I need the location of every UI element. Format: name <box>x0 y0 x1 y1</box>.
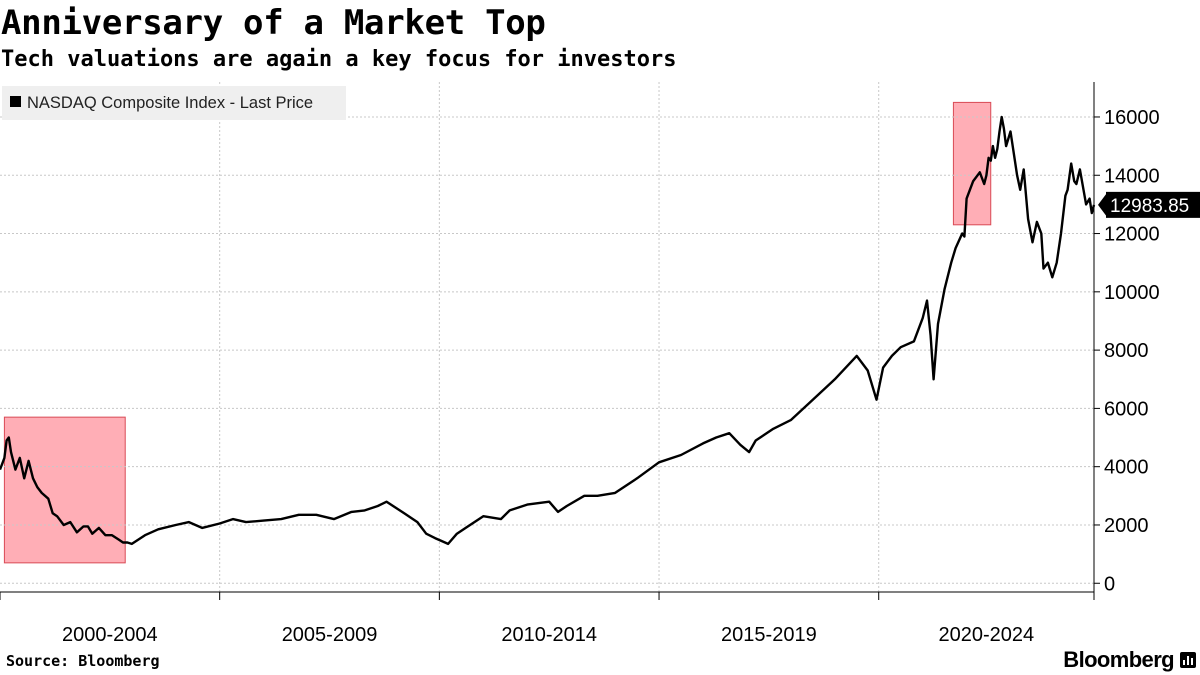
x-tick-label: 2005-2009 <box>282 624 378 646</box>
brand-name: Bloomberg <box>1063 647 1174 672</box>
gridlines <box>0 82 1094 592</box>
last-price-label: 12983.85 <box>1110 196 1189 217</box>
last-price-arrow <box>1098 192 1107 217</box>
y-tick-label: 12000 <box>1104 224 1160 246</box>
axes: 0 2000 4000 6000 8000 10000 12000 14000 16000 200… <box>0 82 1160 646</box>
series-line-layer <box>0 115 1096 546</box>
highlight-box-dot-com-peak <box>3 416 126 564</box>
legend-background <box>2 86 346 120</box>
y-tick-label: 0 <box>1104 573 1115 595</box>
chart-subtitle: Tech valuations are again a key focus fo… <box>1 47 677 72</box>
last-price-marker: 12983.85 <box>1098 191 1200 218</box>
chart-title: Anniversary of a Market Top <box>1 3 546 43</box>
series-line <box>0 115 1096 546</box>
y-tick-label: 2000 <box>1104 515 1149 537</box>
y-tick-label: 16000 <box>1104 107 1160 129</box>
legend: NASDAQ Composite Index - Last Price <box>2 86 346 120</box>
x-tick-label: 2015-2019 <box>721 624 817 646</box>
x-tick-label: 2010-2014 <box>501 624 597 646</box>
y-tick-label: 8000 <box>1104 340 1149 362</box>
source-note: Source: Bloomberg <box>6 652 160 670</box>
y-tick-label: 6000 <box>1104 398 1149 420</box>
last-price-box <box>1106 191 1200 218</box>
y-tick-label: 14000 <box>1104 165 1160 187</box>
highlight-layer <box>3 101 992 564</box>
legend-label: NASDAQ Composite Index - Last Price <box>27 94 313 112</box>
x-tick-label: 2000-2004 <box>62 624 158 646</box>
highlight-box-2021-peak <box>952 101 992 226</box>
y-tick-label: 10000 <box>1104 282 1160 304</box>
legend-swatch <box>10 96 21 107</box>
x-tick-label: 2020-2024 <box>939 624 1035 646</box>
y-tick-label: 4000 <box>1104 457 1149 479</box>
brand-logo: Bloomberg <box>1063 647 1196 673</box>
bar-chart-icon <box>1180 652 1196 668</box>
